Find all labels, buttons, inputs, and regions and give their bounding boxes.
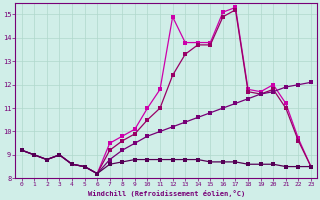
X-axis label: Windchill (Refroidissement éolien,°C): Windchill (Refroidissement éolien,°C)	[88, 190, 245, 197]
